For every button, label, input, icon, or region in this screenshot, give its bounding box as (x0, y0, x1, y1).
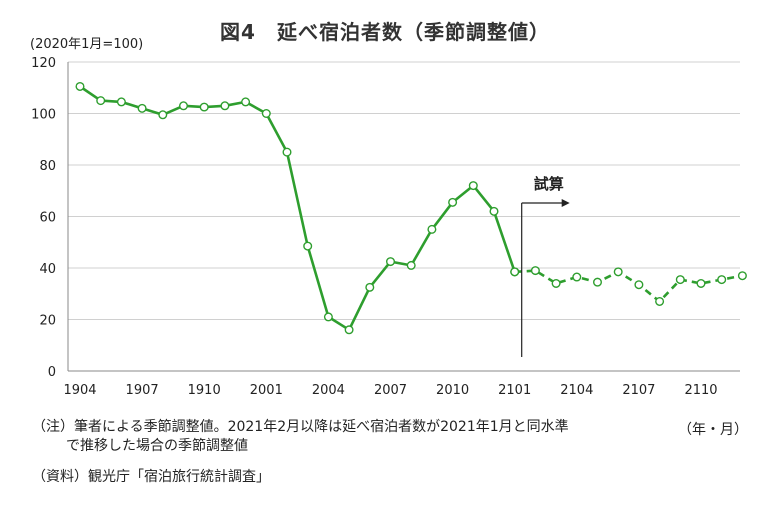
estimated-data-point (655, 296, 665, 306)
estimated-data-point (717, 275, 727, 285)
actual-data-point (282, 147, 292, 157)
estimated-data-point (510, 267, 520, 277)
y-tick-label: 60 (39, 211, 56, 226)
x-tick-label: 2110 (684, 383, 717, 398)
estimate-annotation-label: 試算 (534, 175, 564, 193)
actual-data-point (178, 101, 188, 111)
estimated-data-point (634, 280, 644, 290)
actual-data-point (199, 102, 209, 112)
actual-data-point (303, 241, 313, 251)
actual-data-point (241, 97, 251, 107)
actual-data-point (344, 325, 354, 335)
estimated-data-point (593, 277, 603, 287)
estimated-data-point (737, 271, 747, 281)
actual-data-point (323, 312, 333, 322)
source-note: （資料）観光庁「宿泊旅行統計調査」 (32, 469, 270, 485)
actual-series-line (79, 85, 516, 332)
y-tick-label: 100 (31, 108, 56, 123)
actual-data-point (220, 101, 230, 111)
y-tick-label: 40 (39, 262, 56, 277)
x-tick-label: 1907 (126, 383, 159, 398)
footnote-line-2: で推移した場合の季節調整値 (66, 438, 248, 454)
actual-data-point (261, 108, 271, 118)
x-tick-label: 2104 (560, 383, 593, 398)
y-tick-label: 0 (48, 365, 56, 380)
actual-data-point (137, 103, 147, 113)
estimated-series-line (514, 269, 743, 303)
y-tick-label: 80 (39, 159, 56, 174)
x-tick-label: 2010 (436, 383, 469, 398)
actual-data-point (158, 110, 168, 120)
estimated-data-point (530, 266, 540, 276)
x-tick-label: 2004 (312, 383, 345, 398)
y-axis-unit-label: (2020年1月=100) (30, 37, 144, 52)
actual-data-point (365, 282, 375, 292)
x-tick-label: 2107 (622, 383, 655, 398)
actual-data-point (116, 97, 126, 107)
estimated-data-point (696, 278, 706, 288)
actual-data-point (448, 197, 458, 207)
x-tick-label: 2007 (374, 383, 407, 398)
actual-data-point (468, 181, 478, 191)
x-tick-label: 2001 (250, 383, 283, 398)
x-tick-label: 1904 (63, 383, 96, 398)
x-tick-label: 2101 (498, 383, 531, 398)
estimate-arrow-head (561, 199, 570, 207)
y-tick-label: 20 (39, 314, 56, 329)
actual-data-point (406, 260, 416, 270)
estimated-data-point (675, 275, 685, 285)
actual-data-point (386, 257, 396, 267)
chart-title: 図4 延べ宿泊者数（季節調整値） (220, 20, 550, 44)
x-tick-label: 1910 (188, 383, 221, 398)
actual-data-point (75, 81, 85, 91)
y-tick-label: 120 (31, 56, 56, 71)
actual-data-point (96, 96, 106, 106)
footnote-line-1: （注）筆者による季節調整値。2021年2月以降は延べ宿泊者数が2021年1月と同… (32, 419, 569, 435)
actual-data-point (489, 206, 499, 216)
actual-data-point (427, 224, 437, 234)
estimated-data-point (551, 278, 561, 288)
estimated-data-point (572, 272, 582, 282)
estimated-data-point (613, 267, 623, 277)
x-axis-unit-label: （年・月） (678, 422, 748, 438)
